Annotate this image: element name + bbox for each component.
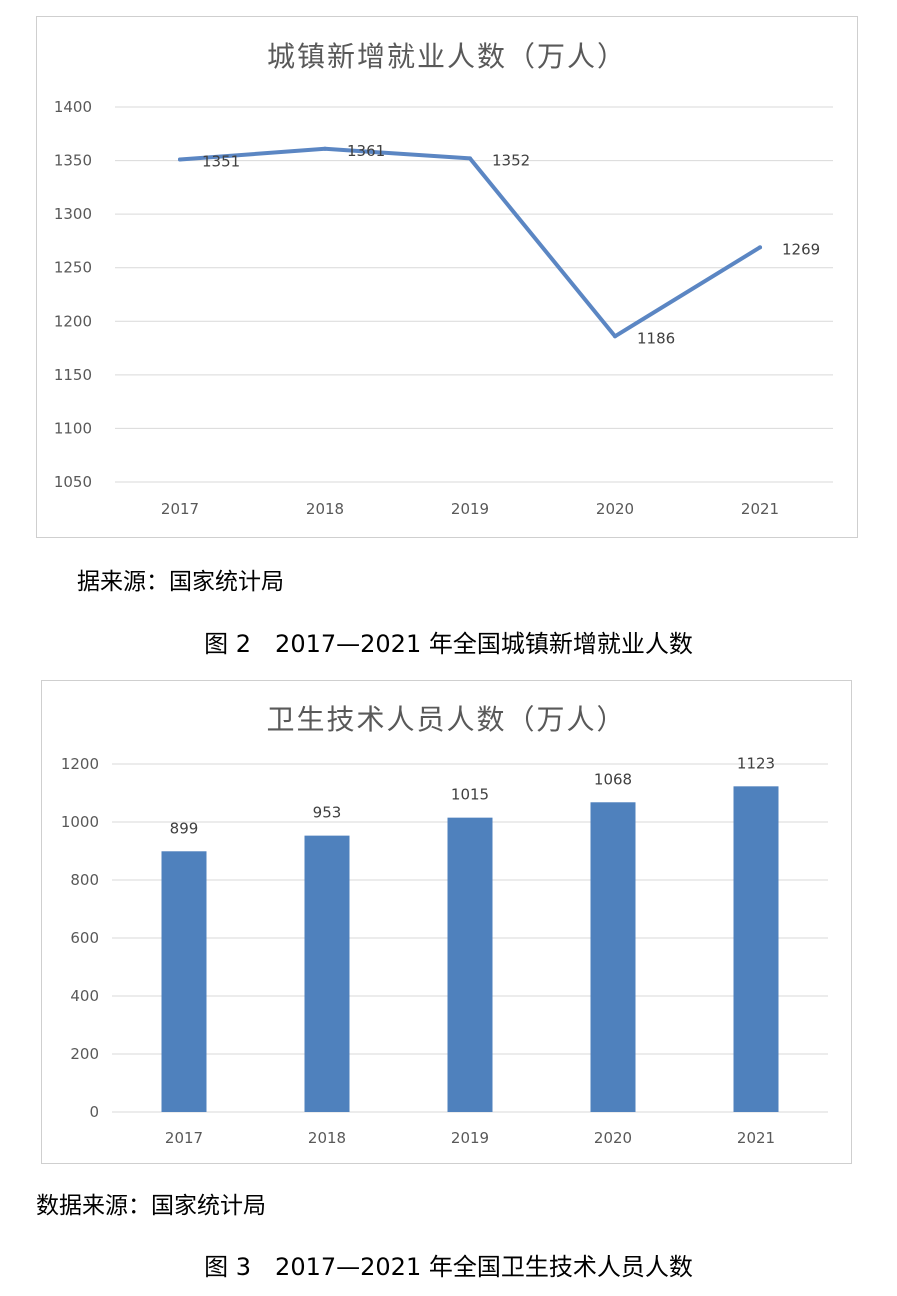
employment-line-chart: 城镇新增就业人数（万人） 1050 1100 1150 1200 1250 1300 135… (36, 16, 858, 538)
health-workers-bar-chart: 卫生技术人员人数（万人） 0 200 400 600 800 1000 1200 2017 20… (41, 680, 852, 1164)
x-tick-label: 2018 (308, 1129, 346, 1147)
y-tick-label: 1000 (61, 813, 99, 831)
x-tick-label: 2017 (165, 1129, 203, 1147)
data-label: 1361 (347, 142, 385, 160)
y-tick-label: 1200 (54, 312, 92, 330)
data-point (758, 245, 762, 250)
y-tick-label: 200 (70, 1045, 99, 1063)
x-tick-label: 2021 (737, 1129, 775, 1147)
data-point (468, 156, 472, 161)
data-label: 1269 (782, 240, 820, 258)
x-tick-label: 2018 (306, 500, 344, 518)
data-point (323, 146, 327, 151)
y-tick-label: 1350 (54, 152, 92, 170)
data-label: 899 (170, 819, 199, 837)
series-line (178, 146, 762, 339)
data-label: 1068 (594, 770, 632, 788)
y-tick-label: 1050 (54, 473, 92, 491)
chart-title: 卫生技术人员人数（万人） (266, 703, 627, 736)
data-point (613, 334, 617, 339)
y-tick-label: 1200 (61, 755, 99, 773)
data-label: 1351 (202, 153, 240, 171)
data-source-note: 数据来源：国家统计局 (36, 1193, 266, 1219)
y-tick-label: 1300 (54, 205, 92, 223)
data-point (178, 157, 182, 162)
y-tick-label: 1100 (54, 419, 92, 437)
data-label: 953 (313, 804, 342, 822)
y-tick-label: 1400 (54, 98, 92, 116)
figure-caption: 图 2 2017—2021 年全国城镇新增就业人数 (204, 630, 693, 658)
data-label: 1352 (492, 151, 530, 169)
data-source-note: 据来源：国家统计局 (77, 569, 284, 595)
x-tick-label: 2020 (594, 1129, 632, 1147)
y-tick-label: 600 (70, 929, 99, 947)
y-tick-label: 800 (70, 871, 99, 889)
bar (590, 802, 636, 1112)
data-label: 1123 (737, 754, 775, 772)
x-tick-label: 2019 (451, 500, 489, 518)
bar-chart-plot: 0 200 400 600 800 1000 1200 2017 2018 2019 2020 202… (61, 754, 828, 1147)
x-tick-label: 2020 (596, 500, 634, 518)
y-tick-label: 1250 (54, 259, 92, 277)
x-tick-label: 2019 (451, 1129, 489, 1147)
line-chart-plot: 1050 1100 1150 1200 1250 1300 1350 1400 2017 2018… (54, 98, 833, 518)
chart-title: 城镇新增就业人数（万人） (266, 40, 627, 73)
bar (161, 851, 207, 1112)
bar (304, 835, 350, 1112)
y-tick-label: 1150 (54, 366, 92, 384)
y-tick-label: 0 (89, 1103, 99, 1121)
figure-caption: 图 3 2017—2021 年全国卫生技术人员人数 (204, 1253, 693, 1281)
x-tick-label: 2017 (161, 500, 199, 518)
y-tick-label: 400 (70, 987, 99, 1005)
data-label: 1015 (451, 786, 489, 804)
x-tick-label: 2021 (741, 500, 779, 518)
data-label: 1186 (637, 329, 675, 347)
bar (447, 817, 493, 1112)
bar (733, 786, 779, 1112)
